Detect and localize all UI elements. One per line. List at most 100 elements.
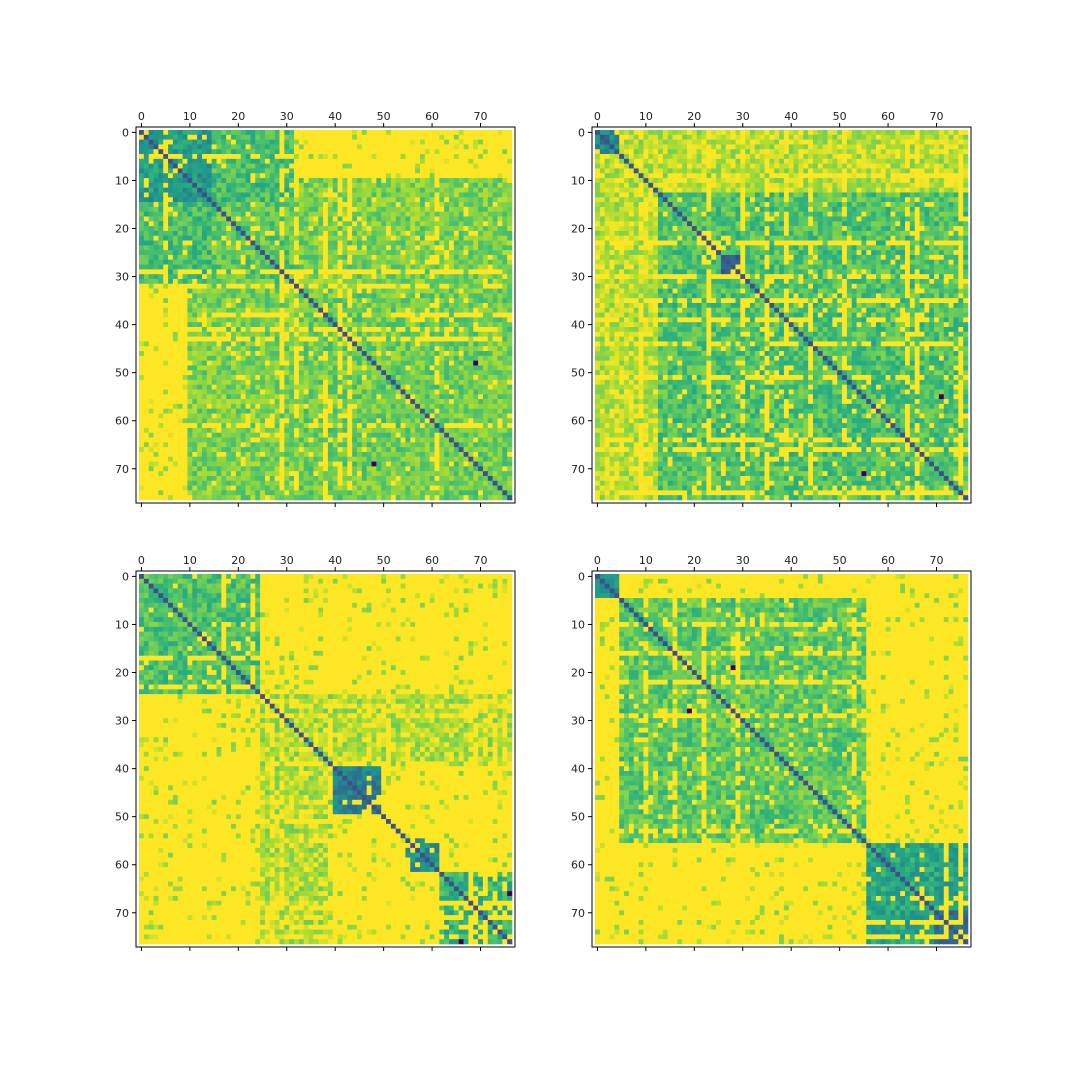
heatmap-cell bbox=[260, 423, 265, 428]
heatmap-cell bbox=[250, 317, 255, 322]
heatmap-cell bbox=[299, 351, 304, 356]
heatmap-cell bbox=[139, 433, 144, 438]
heatmap-cell bbox=[434, 298, 439, 303]
heatmap-cell bbox=[507, 221, 512, 226]
heatmap-cell bbox=[497, 135, 502, 140]
heatmap-cell bbox=[420, 202, 425, 207]
heatmap-cell bbox=[420, 337, 425, 342]
heatmap-cell bbox=[401, 365, 406, 370]
heatmap-cell bbox=[502, 236, 507, 241]
heatmap-cell bbox=[401, 216, 406, 221]
heatmap-cell bbox=[372, 289, 377, 294]
heatmap-cell bbox=[289, 385, 294, 390]
heatmap-cell bbox=[309, 385, 314, 390]
heatmap-cell bbox=[449, 140, 454, 145]
heatmap-cell bbox=[357, 173, 362, 178]
heatmap-cell bbox=[362, 289, 367, 294]
heatmap-cell bbox=[202, 337, 207, 342]
heatmap-cell bbox=[478, 327, 483, 332]
heatmap-cell bbox=[333, 438, 338, 443]
heatmap-cell bbox=[173, 389, 178, 394]
heatmap-cell bbox=[241, 428, 246, 433]
heatmap-cell bbox=[304, 192, 309, 197]
heatmap-cell bbox=[323, 135, 328, 140]
heatmap-cell bbox=[372, 135, 377, 140]
heatmap-cell bbox=[236, 322, 241, 327]
heatmap-cell bbox=[405, 274, 410, 279]
heatmap-cell bbox=[139, 409, 144, 414]
heatmap-cell bbox=[309, 144, 314, 149]
heatmap-cell bbox=[478, 356, 483, 361]
heatmap-cell bbox=[299, 313, 304, 318]
heatmap-cell bbox=[468, 221, 473, 226]
heatmap-cell bbox=[454, 380, 459, 385]
heatmap-cell bbox=[502, 207, 507, 212]
heatmap-cell bbox=[270, 409, 275, 414]
heatmap-cell bbox=[420, 236, 425, 241]
heatmap-cell bbox=[158, 135, 163, 140]
heatmap-cell bbox=[231, 144, 236, 149]
heatmap-cell bbox=[420, 164, 425, 169]
heatmap-cell bbox=[236, 130, 241, 135]
heatmap-cell bbox=[270, 399, 275, 404]
heatmap-cell bbox=[163, 135, 168, 140]
heatmap-cell bbox=[420, 159, 425, 164]
heatmap-cell bbox=[338, 265, 343, 270]
heatmap-cell bbox=[362, 279, 367, 284]
heatmap-cell bbox=[207, 423, 212, 428]
heatmap-cell bbox=[284, 351, 289, 356]
heatmap-cell bbox=[207, 365, 212, 370]
heatmap-cell bbox=[425, 164, 430, 169]
heatmap-cell bbox=[444, 250, 449, 255]
heatmap-cell bbox=[362, 375, 367, 380]
heatmap-cell bbox=[459, 279, 464, 284]
heatmap-cell bbox=[497, 409, 502, 414]
heatmap-cell bbox=[207, 317, 212, 322]
heatmap-cell bbox=[221, 337, 226, 342]
heatmap-cell bbox=[265, 245, 270, 250]
heatmap-cell bbox=[333, 154, 338, 159]
heatmap-cell bbox=[250, 380, 255, 385]
heatmap-cell bbox=[502, 245, 507, 250]
heatmap-cell bbox=[318, 365, 323, 370]
heatmap-cell bbox=[260, 216, 265, 221]
heatmap-cell bbox=[333, 308, 338, 313]
heatmap-cell bbox=[309, 418, 314, 423]
heatmap-cell bbox=[357, 207, 362, 212]
heatmap-cell bbox=[178, 438, 183, 443]
heatmap-cell bbox=[396, 140, 401, 145]
heatmap-cell bbox=[493, 389, 498, 394]
heatmap-cell bbox=[372, 265, 377, 270]
heatmap-cell bbox=[318, 168, 323, 173]
heatmap-cell bbox=[163, 178, 168, 183]
heatmap-cell bbox=[149, 399, 154, 404]
heatmap-cell bbox=[342, 394, 347, 399]
heatmap-cell bbox=[246, 341, 251, 346]
heatmap-cell bbox=[236, 231, 241, 236]
heatmap-cell bbox=[226, 149, 231, 154]
heatmap-cell bbox=[381, 245, 386, 250]
heatmap-cell bbox=[338, 154, 343, 159]
heatmap-cell bbox=[396, 438, 401, 443]
heatmap-cell bbox=[425, 207, 430, 212]
heatmap-cell bbox=[415, 279, 420, 284]
heatmap-cell bbox=[464, 433, 469, 438]
heatmap-cell bbox=[226, 265, 231, 270]
heatmap-cell bbox=[396, 370, 401, 375]
heatmap-cell bbox=[173, 202, 178, 207]
heatmap-cell bbox=[149, 250, 154, 255]
heatmap-cell bbox=[502, 404, 507, 409]
heatmap-cell bbox=[207, 293, 212, 298]
heatmap-cell bbox=[250, 216, 255, 221]
heatmap-cell bbox=[502, 308, 507, 313]
heatmap-cell bbox=[328, 274, 333, 279]
heatmap-cell bbox=[183, 313, 188, 318]
heatmap-cell bbox=[381, 409, 386, 414]
heatmap-cell bbox=[236, 284, 241, 289]
heatmap-cell bbox=[439, 130, 444, 135]
heatmap-cell bbox=[420, 168, 425, 173]
heatmap-cell bbox=[265, 389, 270, 394]
heatmap-cell bbox=[425, 226, 430, 231]
heatmap-cell bbox=[507, 433, 512, 438]
heatmap-cell bbox=[430, 236, 435, 241]
